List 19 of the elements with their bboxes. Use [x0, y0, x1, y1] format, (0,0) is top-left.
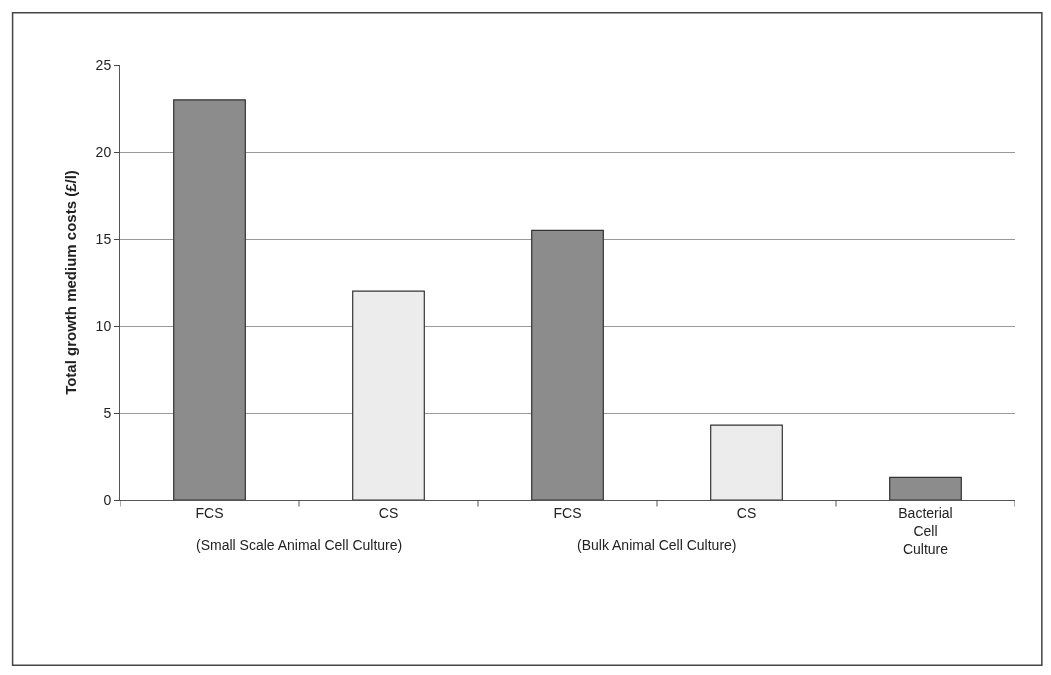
bar: [531, 229, 604, 500]
y-tick-label: 15: [95, 230, 112, 247]
x-tick-label: FCS: [195, 504, 224, 521]
text: (Small Scale Animal Cell Culture): [196, 537, 403, 553]
y-tick-label: 5: [103, 404, 112, 421]
y-axis-title: Total growth medium costs (£/l): [61, 170, 79, 395]
y-tick-label: 25: [95, 56, 112, 73]
bar: [352, 290, 425, 500]
text: (Bulk Animal Cell Culture): [577, 537, 737, 553]
bar: [710, 424, 783, 500]
x-tick-label: CS: [378, 504, 399, 521]
y-tick-label: 20: [95, 143, 112, 160]
x-tick-label: FCS: [553, 504, 582, 521]
bar: [889, 476, 962, 500]
x-tick-label: CS: [736, 504, 757, 521]
x-tick-label: Bacterial Cell Culture: [898, 504, 953, 558]
y-tick-label: 0: [103, 491, 112, 508]
y-tick-label: 10: [95, 317, 112, 334]
bar: [173, 99, 246, 500]
